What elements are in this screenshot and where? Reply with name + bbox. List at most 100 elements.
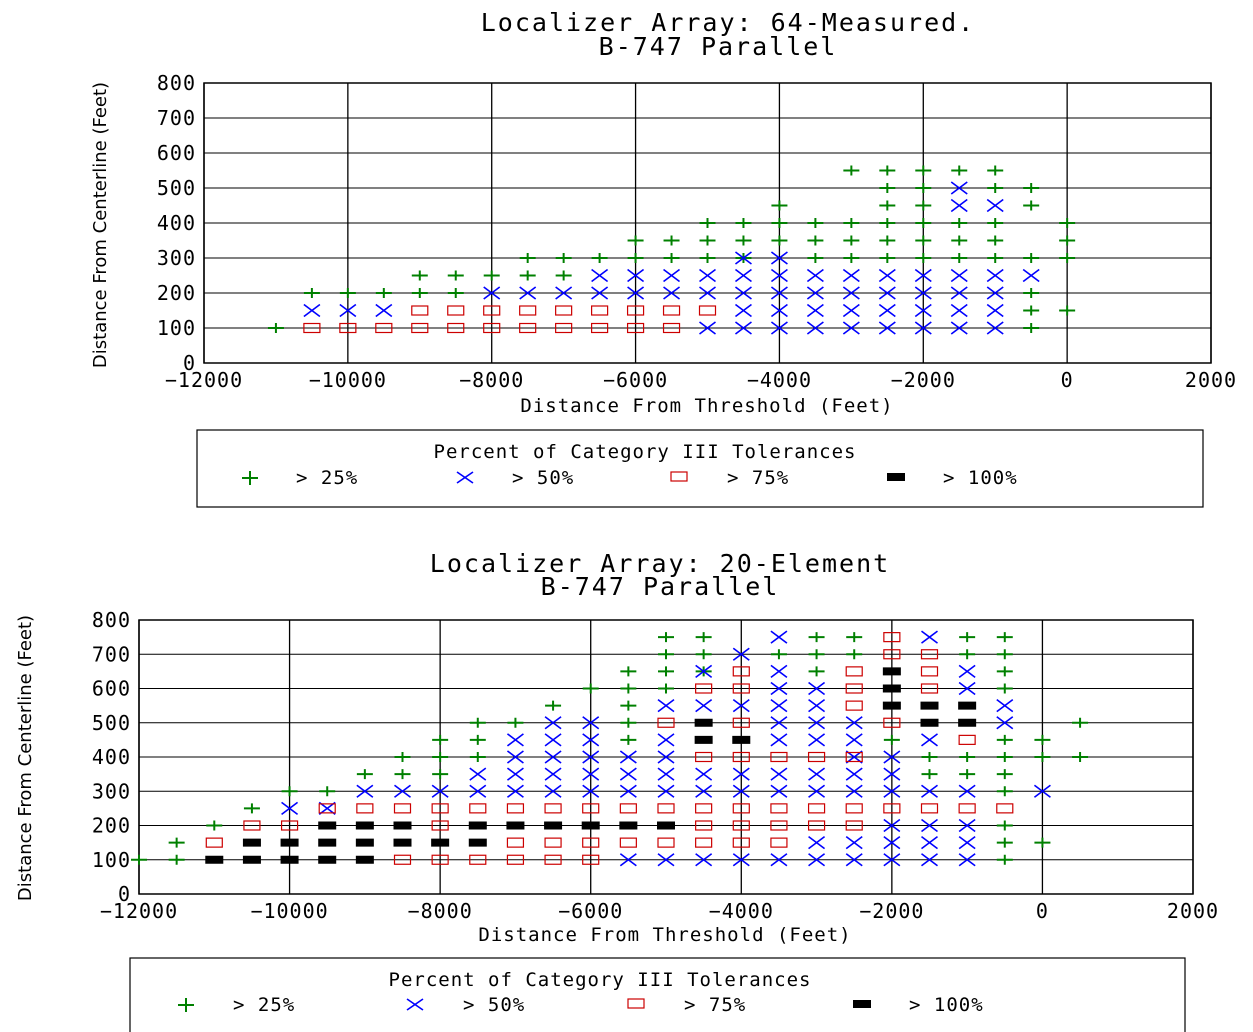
- data-point-x: [663, 268, 681, 283]
- data-point-x: [1033, 784, 1051, 798]
- data-point-plus: [843, 165, 860, 176]
- data-point-plus: [771, 218, 788, 228]
- data-point-x: [808, 733, 826, 747]
- data-point-plus: [1059, 253, 1076, 263]
- data-point-box: [920, 649, 939, 660]
- data-point-x: [506, 784, 524, 798]
- y-tick-label: 200: [92, 814, 131, 838]
- data-point-x: [808, 716, 826, 730]
- data-point-x: [950, 321, 968, 335]
- data-point-box: [732, 837, 750, 848]
- data-point-box: [845, 666, 863, 677]
- data-point-x: [619, 853, 637, 867]
- data-point-plus: [1034, 752, 1051, 762]
- data-point-box: [205, 837, 223, 848]
- data-point-box: [483, 322, 501, 334]
- data-point-plus: [996, 649, 1013, 660]
- data-point-plus: [879, 165, 896, 176]
- data-point-bar: [958, 701, 977, 710]
- data-point-x: [483, 286, 501, 300]
- data-point-plus: [1034, 837, 1051, 848]
- data-point-x: [770, 303, 788, 318]
- x-tick-label: −2000: [859, 899, 924, 923]
- data-point-box: [519, 305, 537, 316]
- data-point-plus: [951, 218, 968, 228]
- data-point-box: [732, 666, 750, 677]
- data-point-x: [627, 268, 645, 283]
- data-point-bar: [958, 718, 977, 727]
- data-point-plus: [432, 752, 449, 762]
- data-point-plus: [735, 235, 752, 246]
- data-point-plus: [1023, 183, 1040, 193]
- data-point-plus: [658, 683, 674, 694]
- data-point-plus: [879, 183, 896, 193]
- data-point-plus: [206, 820, 223, 831]
- data-point-box: [732, 717, 750, 728]
- data-point-plus: [356, 769, 373, 780]
- data-point-plus: [319, 786, 336, 797]
- data-point-x: [544, 733, 562, 747]
- data-point-plus: [411, 288, 428, 298]
- data-point-x: [845, 767, 863, 781]
- data-point-box: [506, 837, 525, 848]
- data-point-box: [732, 751, 750, 763]
- data-point-x: [734, 303, 752, 318]
- legend-box: [129, 957, 1186, 1032]
- data-point-x: [770, 853, 788, 867]
- data-point-box: [807, 751, 826, 763]
- legend-marker-bar: [887, 473, 905, 481]
- data-point-x: [958, 818, 976, 833]
- data-point-x: [986, 198, 1004, 213]
- data-point-bar: [355, 838, 374, 847]
- plot-frame: [203, 82, 1212, 364]
- data-point-x: [921, 853, 938, 867]
- legend-box: [196, 429, 1204, 508]
- data-point-box: [657, 837, 675, 848]
- data-point-x: [732, 647, 750, 661]
- legend-entry-100: > 100%: [943, 467, 1018, 489]
- data-point-x: [958, 835, 976, 850]
- data-point-x: [582, 784, 600, 798]
- data-point-plus: [996, 854, 1013, 865]
- data-point-plus: [987, 183, 1004, 193]
- data-point-plus: [469, 752, 486, 762]
- data-point-plus: [447, 288, 464, 298]
- data-point-box: [958, 803, 976, 814]
- data-point-plus: [1059, 218, 1076, 228]
- y-tick-label: 0: [118, 882, 131, 906]
- data-point-x: [808, 853, 826, 867]
- data-point-x: [303, 303, 321, 318]
- data-point-x: [544, 784, 562, 798]
- data-point-x: [356, 784, 374, 798]
- data-point-bar: [619, 821, 638, 830]
- data-point-box: [431, 803, 449, 814]
- data-point-x: [883, 818, 901, 833]
- data-point-plus: [1023, 323, 1040, 333]
- data-point-x: [986, 268, 1004, 283]
- data-point-x: [734, 268, 752, 283]
- data-point-bar: [355, 855, 374, 864]
- x-tick-label: −12000: [165, 368, 243, 392]
- data-point-plus: [807, 235, 824, 246]
- legend: Percent of Category III Tolerances > 25%…: [196, 429, 1204, 508]
- series-bar: [205, 667, 977, 864]
- data-point-plus: [394, 769, 411, 780]
- data-point-x: [921, 733, 938, 747]
- legend-entry-50: > 50%: [463, 994, 525, 1016]
- data-point-plus: [808, 649, 825, 660]
- data-point-bar: [581, 821, 600, 830]
- data-point-plus: [987, 235, 1004, 246]
- data-point-x: [544, 767, 562, 781]
- data-point-plus: [996, 837, 1013, 848]
- data-point-box: [544, 803, 562, 814]
- data-point-plus: [915, 235, 932, 246]
- data-point-x: [845, 835, 863, 850]
- data-point-bar: [318, 821, 337, 830]
- data-point-box: [582, 854, 600, 865]
- data-point-box: [695, 837, 713, 848]
- data-point-plus: [1072, 752, 1089, 762]
- data-point-x: [619, 784, 637, 798]
- data-point-plus: [131, 854, 147, 865]
- x-tick-label: −4000: [709, 899, 774, 923]
- x-tick-label: −2000: [891, 368, 956, 392]
